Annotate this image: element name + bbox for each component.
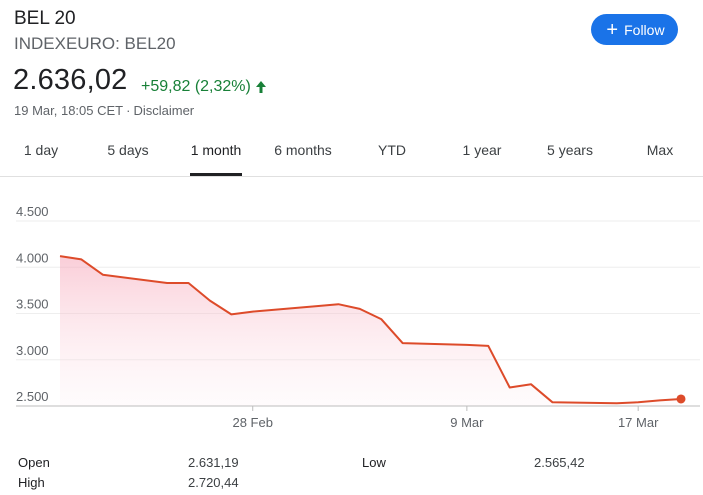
open-label: Open bbox=[18, 455, 50, 470]
x-tick-label: 9 Mar bbox=[450, 415, 484, 430]
price-line bbox=[59, 255, 682, 405]
high-value: 2.720,44 bbox=[188, 475, 239, 490]
key-stats: Open 2.631,19 Low 2.565,42 High 2.720,44 bbox=[0, 452, 703, 495]
tabs-divider bbox=[0, 176, 703, 177]
low-label: Low bbox=[362, 455, 386, 470]
arrow-up-icon bbox=[255, 81, 266, 93]
tab-5-years[interactable]: 5 years bbox=[547, 142, 593, 158]
y-tick-label: 2.500 bbox=[16, 389, 49, 404]
tab-5-days[interactable]: 5 days bbox=[107, 142, 149, 158]
tab-1-day[interactable]: 1 day bbox=[23, 142, 59, 158]
disclaimer-link[interactable]: Disclaimer bbox=[133, 103, 195, 118]
tab-6-months[interactable]: 6 months bbox=[274, 142, 332, 158]
y-tick-label: 4.000 bbox=[16, 250, 49, 265]
y-tick-label: 4.500 bbox=[16, 204, 49, 219]
follow-button[interactable]: + Follow bbox=[591, 14, 678, 45]
low-value: 2.565,42 bbox=[534, 455, 585, 470]
price-area bbox=[60, 256, 681, 406]
range-tabs: 1 day 5 days 1 month 6 months YTD 1 year… bbox=[0, 134, 703, 176]
open-value: 2.631,19 bbox=[188, 455, 239, 470]
y-tick-label: 3.500 bbox=[16, 297, 49, 312]
tab-ytd[interactable]: YTD bbox=[378, 142, 406, 158]
price-change-text: +59,82 (2,32%) bbox=[141, 78, 251, 95]
current-price: 2.636,02 bbox=[13, 64, 128, 96]
price-change: +59,82 (2,32%) bbox=[141, 78, 267, 96]
current-price-dot bbox=[676, 394, 686, 404]
index-title: BEL 20 bbox=[14, 8, 76, 29]
follow-label: Follow bbox=[624, 21, 665, 38]
tab-1-year[interactable]: 1 year bbox=[462, 142, 502, 158]
tab-1-month[interactable]: 1 month bbox=[190, 134, 242, 176]
index-subtitle: INDEXEURO: BEL20 bbox=[14, 34, 176, 53]
x-tick-label: 17 Mar bbox=[618, 415, 659, 430]
meta-separator: · bbox=[126, 103, 131, 118]
timestamp: 19 Mar, 18:05 CET bbox=[14, 103, 124, 118]
plus-icon: + bbox=[606, 18, 619, 41]
price-chart[interactable]: 4.500 4.000 3.500 3.000 2.500 28 Feb 9 Mar 17 M… bbox=[0, 177, 703, 449]
tab-max[interactable]: Max bbox=[646, 142, 674, 158]
high-label: High bbox=[18, 475, 45, 490]
y-tick-label: 3.000 bbox=[16, 343, 49, 358]
x-tick-label: 28 Feb bbox=[232, 415, 272, 430]
quote-meta: 19 Mar, 18:05 CET · Disclaimer bbox=[14, 103, 194, 118]
